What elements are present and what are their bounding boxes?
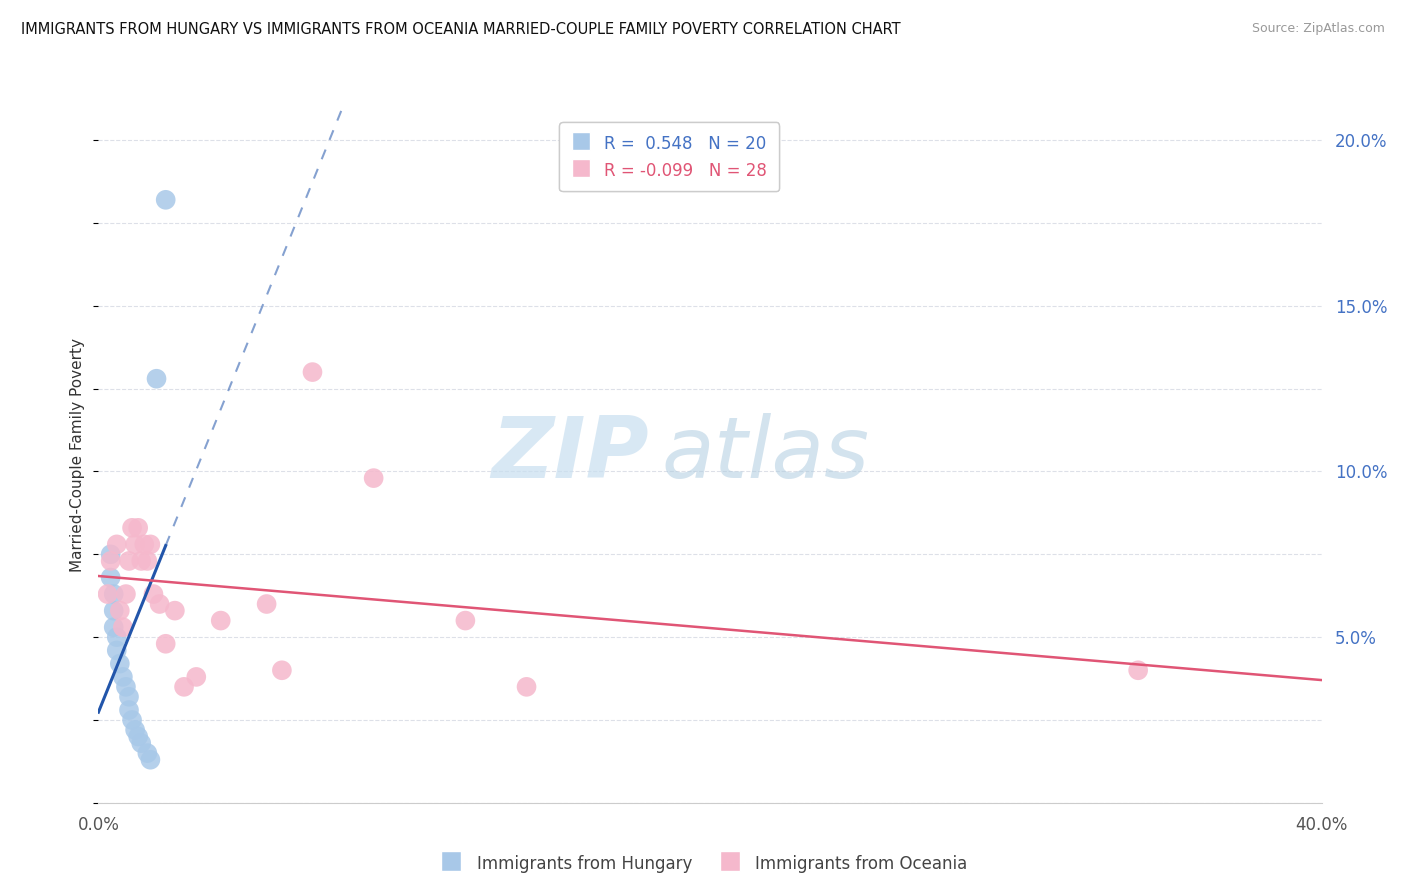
Point [127,730,149,744]
Text: atlas: atlas [661,413,869,497]
Point [454,614,477,628]
Point [103,620,125,634]
Point [100,547,122,561]
Point [155,637,177,651]
Point [100,570,122,584]
Legend: R =  0.548   N = 20, R = -0.099   N = 28: R = 0.548 N = 20, R = -0.099 N = 28 [560,122,779,191]
Point [145,372,167,386]
Point [173,680,195,694]
Point [139,537,162,551]
Point [124,723,146,737]
Point [363,471,385,485]
Point [121,713,143,727]
Point [127,521,149,535]
Point [142,587,165,601]
Point [103,587,125,601]
Point [256,597,278,611]
Point [155,193,177,207]
Point [163,604,186,618]
Point [134,537,156,551]
Point [136,554,159,568]
Point [115,587,138,601]
Point [118,703,141,717]
Point [270,663,292,677]
Point [186,670,208,684]
Point [105,537,128,551]
Point [97,587,120,601]
Point [301,365,323,379]
Point [124,537,146,551]
Point [103,604,125,618]
Point [209,614,232,628]
Point [118,690,141,704]
Point [516,680,538,694]
Point [105,643,128,657]
Point [129,736,152,750]
Text: IMMIGRANTS FROM HUNGARY VS IMMIGRANTS FROM OCEANIA MARRIED-COUPLE FAMILY POVERTY: IMMIGRANTS FROM HUNGARY VS IMMIGRANTS FR… [21,22,901,37]
Point [108,657,131,671]
Point [1128,663,1150,677]
Point [111,670,134,684]
Point [111,620,134,634]
Text: ZIP: ZIP [491,413,650,497]
Point [139,753,162,767]
Y-axis label: Married-Couple Family Poverty: Married-Couple Family Poverty [70,338,86,572]
Point [118,554,141,568]
Point [149,597,172,611]
Point [129,554,152,568]
Point [108,604,131,618]
Legend: Immigrants from Hungary, Immigrants from Oceania: Immigrants from Hungary, Immigrants from… [432,847,974,880]
Point [136,746,159,760]
Text: Source: ZipAtlas.com: Source: ZipAtlas.com [1251,22,1385,36]
Point [115,680,138,694]
Point [105,630,128,644]
Point [100,554,122,568]
Point [121,521,143,535]
